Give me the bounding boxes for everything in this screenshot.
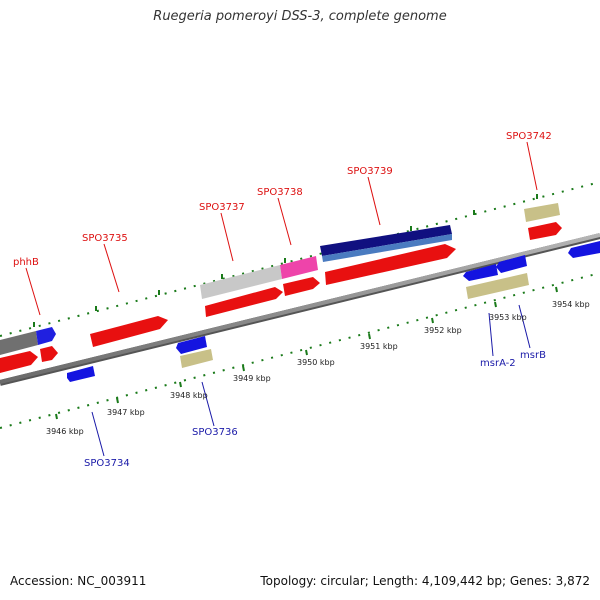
genome-backbone — [0, 233, 600, 386]
scale-major-ticks — [55, 286, 558, 420]
gene-label-msrA-2: msrA-2 — [480, 358, 516, 369]
feature-phhB-grey — [0, 331, 38, 355]
kbp-label: 3951 kbp — [360, 342, 398, 351]
feature-right-blue — [568, 241, 600, 258]
reverse-features — [67, 241, 600, 382]
feature-SPO3736-tan — [180, 349, 213, 368]
feature-SPO3735 — [90, 316, 168, 347]
gene-label-phhB: phhB — [13, 257, 39, 268]
feature-msrB — [496, 255, 527, 273]
kbp-label: 3949 kbp — [233, 374, 271, 383]
gene-label-SPO3742: SPO3742 — [506, 131, 552, 142]
gene-label-SPO3734: SPO3734 — [84, 458, 130, 469]
kbp-label: 3952 kbp — [424, 326, 462, 335]
feature-SPO3739-light — [322, 234, 452, 262]
kbp-labels: 3946 kbp 3947 kbp 3948 kbp 3949 kbp 3950… — [46, 300, 590, 436]
genome-stats-label: Topology: circular; Length: 4,109,442 bp… — [260, 574, 590, 588]
feature-msrA2-blue — [463, 264, 498, 281]
feature-SPO3742-tan — [524, 203, 560, 222]
feature-red-left1 — [0, 351, 38, 373]
map-title: Ruegeria pomeroyi DSS-3, complete genome — [153, 9, 447, 24]
scale-inner — [0, 272, 600, 429]
feature-red-b — [283, 277, 320, 296]
gene-label-SPO3739: SPO3739 — [347, 166, 393, 177]
gene-label-msrB: msrB — [520, 350, 546, 361]
gene-label-SPO3736: SPO3736 — [192, 427, 238, 438]
gene-label-SPO3738: SPO3738 — [257, 187, 303, 198]
feature-SPO3734 — [67, 366, 95, 382]
leader-lines — [25, 141, 538, 457]
feature-SPO3742-red — [528, 222, 562, 240]
feature-red-c — [325, 244, 456, 285]
feature-SPO3738 — [280, 256, 318, 279]
forward-features — [0, 203, 562, 373]
feature-SPO3737 — [200, 265, 282, 299]
feature-red-a — [205, 287, 283, 317]
gene-labels: phhB SPO3735 SPO3737 SPO3738 SPO3739 SPO… — [13, 131, 552, 469]
kbp-label: 3948 kbp — [170, 391, 208, 400]
kbp-label: 3954 kbp — [552, 300, 590, 309]
gene-label-SPO3737: SPO3737 — [199, 202, 245, 213]
feature-SPO3739-dark — [320, 225, 452, 256]
gene-label-SPO3735: SPO3735 — [82, 233, 128, 244]
feature-msrA2-tan — [466, 273, 529, 299]
feature-red-left2 — [40, 346, 58, 362]
accession-label: Accession: NC_003911 — [10, 574, 147, 588]
feature-SPO3736-blue — [176, 336, 207, 354]
kbp-label: 3946 kbp — [46, 427, 84, 436]
feature-phhB-blue — [36, 327, 56, 345]
kbp-label: 3947 kbp — [107, 408, 145, 417]
kbp-label: 3950 kbp — [297, 358, 335, 367]
kbp-label: 3953 kbp — [489, 313, 527, 322]
